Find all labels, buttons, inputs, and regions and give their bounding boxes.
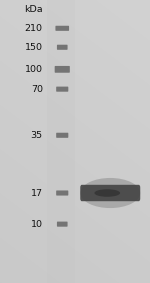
Text: 17: 17 — [31, 188, 43, 198]
Bar — [46, 0, 75, 283]
Text: 210: 210 — [25, 24, 43, 33]
FancyBboxPatch shape — [56, 190, 68, 196]
Ellipse shape — [94, 189, 120, 197]
FancyBboxPatch shape — [56, 26, 69, 31]
Text: kDa: kDa — [24, 5, 43, 14]
Text: 150: 150 — [25, 43, 43, 52]
FancyBboxPatch shape — [55, 66, 70, 73]
FancyBboxPatch shape — [80, 185, 140, 201]
Ellipse shape — [80, 178, 140, 208]
FancyBboxPatch shape — [57, 45, 68, 50]
Text: 10: 10 — [31, 220, 43, 229]
Text: 100: 100 — [25, 65, 43, 74]
FancyBboxPatch shape — [56, 87, 68, 92]
Text: 70: 70 — [31, 85, 43, 94]
FancyBboxPatch shape — [57, 222, 68, 227]
FancyBboxPatch shape — [56, 133, 68, 138]
Text: 35: 35 — [31, 131, 43, 140]
